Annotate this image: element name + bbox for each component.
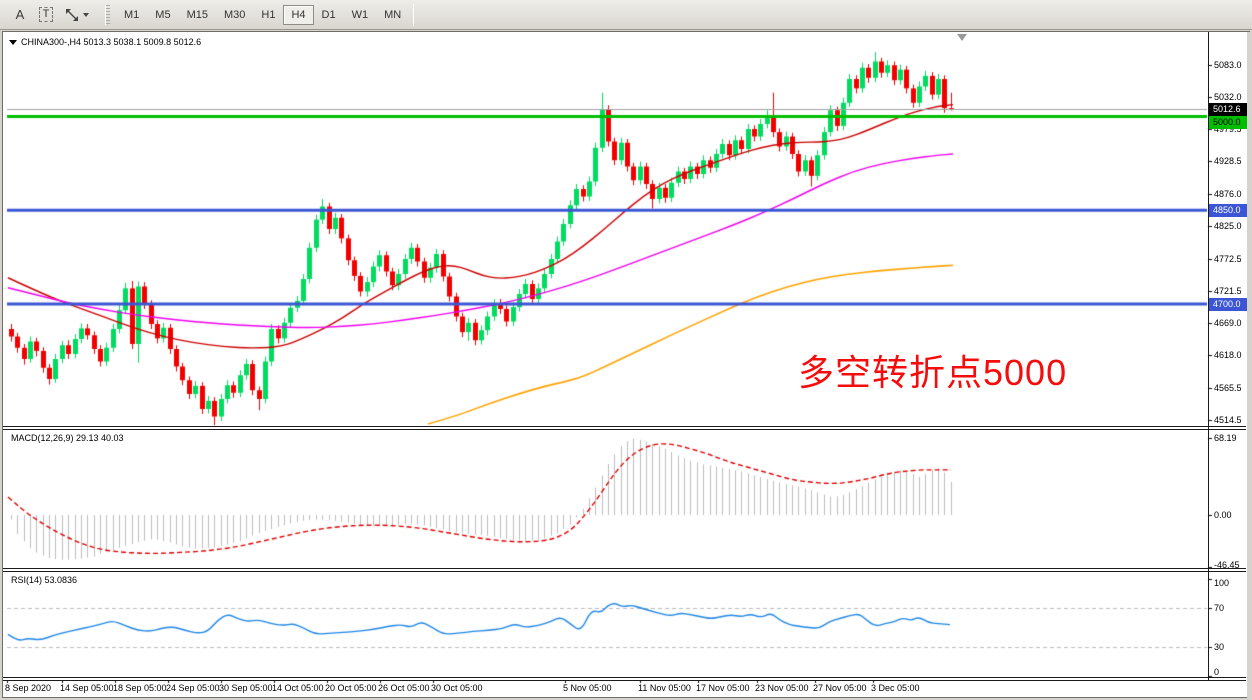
timeframe-button-m15[interactable]: M15: [186, 8, 208, 21]
toolbar-separator: [413, 3, 415, 26]
date-tick-label: 11 Nov 05:00: [638, 683, 691, 693]
date-tick-label: 20 Oct 05:00: [325, 683, 377, 693]
panel-separator-main-macd[interactable]: [3, 426, 1246, 430]
price-tick-label: 4876.0: [1214, 189, 1242, 199]
arrows-tool-button[interactable]: [60, 4, 94, 26]
chart-text-annotation[interactable]: 多空转折点5000: [798, 352, 1068, 393]
date-tick-label: 14 Oct 05:00: [272, 683, 324, 693]
panel-separator-rsi-axis: [3, 677, 1246, 681]
text-label-tool-button[interactable]: A: [15, 7, 25, 22]
date-tick-label: 24 Sep 05:00: [166, 683, 220, 693]
timeframe-button-m1[interactable]: M1: [124, 8, 140, 21]
price-tick-label: 4721.5: [1214, 286, 1242, 296]
timeframe-button-mn[interactable]: MN: [384, 8, 402, 21]
date-tick-label: 17 Nov 05:00: [696, 683, 750, 693]
panel-separator-macd-rsi[interactable]: [3, 568, 1246, 572]
rsi-tick-label: 70: [1214, 603, 1225, 613]
date-tick-label: 8 Sep 2020: [5, 683, 52, 693]
price-tick-label: 4669.0: [1214, 318, 1242, 328]
price-tick-label: 4618.0: [1214, 350, 1242, 360]
timeframe-button-w1[interactable]: W1: [351, 8, 369, 21]
rsi-indicator-label: RSI(14) 53.0836: [11, 575, 78, 585]
window-edge: [1247, 32, 1251, 699]
chevron-down-icon: [9, 40, 17, 45]
date-tick-label: 23 Nov 05:00: [755, 683, 809, 693]
price-tick-label: 4514.5: [1214, 415, 1242, 425]
macd-tick-label: 68.19: [1214, 433, 1237, 443]
toolbar: A T M1 M5 M15 M30 H1 H4 D1 W1 MN: [0, 0, 1252, 30]
level-price-box: 4700.0: [1209, 298, 1247, 311]
price-tick-label: 5083.0: [1214, 60, 1242, 70]
date-tick-label: 30 Oct 05:00: [431, 683, 483, 693]
date-tick-label: 3 Dec 05:00: [871, 683, 920, 693]
arrows-icon: [66, 8, 78, 21]
date-tick-label: 5 Nov 05:00: [563, 683, 612, 693]
toolbar-grip-handle[interactable]: [105, 4, 110, 25]
macd-tick-label: -46.45: [1214, 560, 1240, 570]
price-tick-label: 4979.5: [1214, 124, 1242, 134]
text-box-icon: T: [38, 7, 54, 22]
price-tick-label: 4565.5: [1214, 383, 1242, 393]
price-tick-label: 5032.0: [1214, 92, 1242, 102]
macd-indicator-label: MACD(12,26,9) 29.13 40.03: [11, 433, 124, 443]
price-axis-border: [1208, 32, 1209, 680]
date-tick-label: 18 Sep 05:00: [113, 683, 167, 693]
date-tick-label: 27 Nov 05:00: [813, 683, 867, 693]
date-tick-label: 14 Sep 05:00: [60, 683, 114, 693]
text-box-tool-button[interactable]: T: [34, 4, 58, 26]
timeframe-button-h1[interactable]: H1: [261, 8, 276, 21]
level-price-box: 4850.0: [1209, 204, 1247, 217]
symbol-ohlc-text: CHINA300-,H4 5013.3 5038.1 5009.8 5012.6: [21, 37, 202, 47]
chart-window: CHINA300-,H4 5013.3 5038.1 5009.8 5012.6…: [2, 31, 1251, 699]
chart-shift-marker[interactable]: [957, 34, 967, 41]
chart-canvas[interactable]: [3, 32, 1247, 697]
date-tick-label: 30 Sep 05:00: [219, 683, 273, 693]
timeframe-button-h4[interactable]: H4: [283, 4, 314, 25]
price-tick-label: 4772.5: [1214, 254, 1242, 264]
price-tick-label: 4825.0: [1214, 221, 1242, 231]
current-price-box: 5012.6: [1209, 103, 1247, 116]
macd-tick-label: 0.00: [1214, 510, 1232, 520]
level-price-box: 5000.0: [1209, 116, 1247, 129]
price-tick-label: 4928.5: [1214, 156, 1242, 166]
timeframe-group: M1 M5 M15 M30 H1 H4 D1 W1 MN: [116, 4, 409, 25]
timeframe-button-m5[interactable]: M5: [155, 8, 171, 21]
symbol-ohlc-readout: CHINA300-,H4 5013.3 5038.1 5009.8 5012.6: [9, 37, 201, 47]
rsi-tick-label: 30: [1214, 642, 1225, 652]
rsi-tick-label: 100: [1214, 578, 1230, 588]
date-tick-label: 26 Oct 05:00: [378, 683, 430, 693]
rsi-tick-label: 0: [1214, 667, 1220, 677]
timeframe-button-m30[interactable]: M30: [223, 8, 246, 21]
chevron-down-icon: [83, 12, 89, 17]
timeframe-button-d1[interactable]: D1: [321, 8, 336, 21]
